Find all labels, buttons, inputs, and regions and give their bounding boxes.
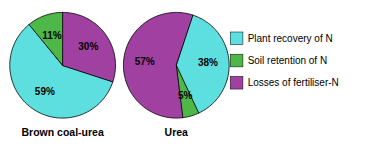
svg-text:30%: 30% — [78, 41, 98, 52]
svg-text:Urea: Urea — [165, 126, 189, 138]
svg-text:38%: 38% — [198, 57, 218, 68]
svg-text:Losses of fertiliser-N: Losses of fertiliser-N — [248, 77, 339, 88]
svg-text:Brown coal-urea: Brown coal-urea — [22, 126, 104, 138]
svg-text:Plant recovery of N: Plant recovery of N — [248, 33, 333, 44]
svg-text:57%: 57% — [135, 56, 155, 67]
svg-text:5%: 5% — [178, 90, 193, 101]
svg-text:Soil retention of N: Soil retention of N — [248, 55, 328, 66]
svg-text:11%: 11% — [42, 30, 62, 41]
svg-text:59%: 59% — [35, 86, 55, 97]
